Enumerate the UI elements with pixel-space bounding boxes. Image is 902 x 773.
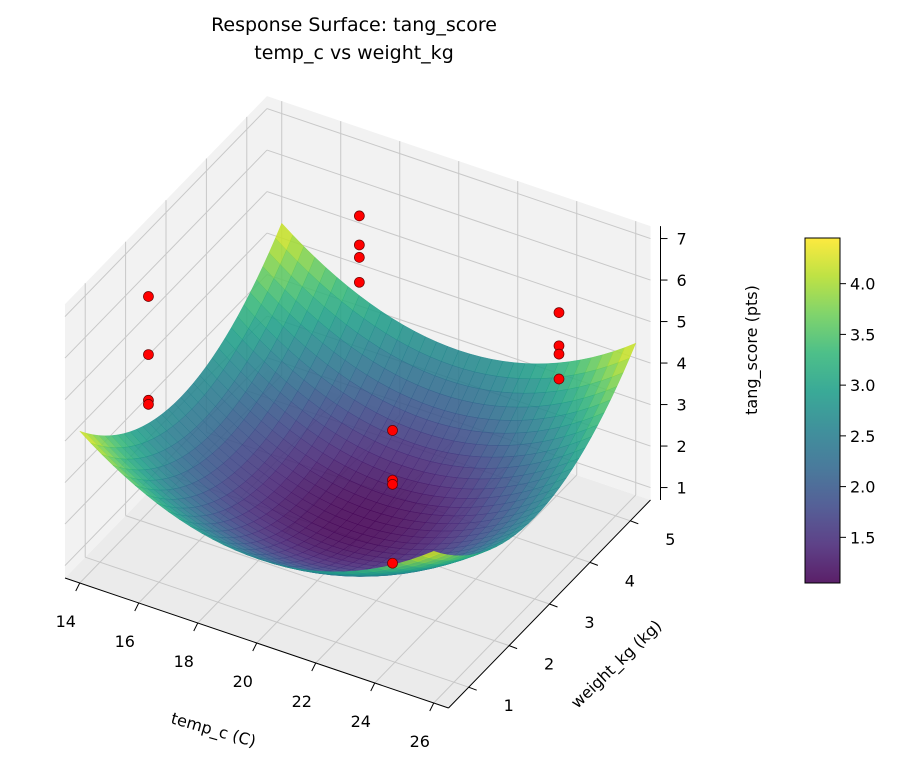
z-axis-label: tang_score (pts)	[742, 285, 762, 415]
colorbar-ticks: 1.5 2.0 2.5 3.0 3.5 4.0	[840, 275, 875, 548]
y-tick-label: 1	[504, 696, 514, 715]
y-tick-label: 4	[625, 571, 635, 590]
x-tick-label: 18	[174, 652, 194, 671]
colorbar-tick-label: 2.5	[850, 427, 875, 446]
data-point	[554, 308, 564, 318]
colorbar-tick-label: 3.0	[850, 376, 875, 395]
chart-subtitle: temp_c vs weight_kg	[254, 42, 454, 64]
data-point	[354, 277, 364, 287]
x-tick-label: 20	[233, 672, 253, 691]
x-tick-label: 16	[115, 632, 135, 651]
z-tick-label: 2	[677, 437, 687, 456]
z-tick-label: 6	[677, 271, 687, 290]
y-axis-label: weight_kg (kg)	[567, 616, 666, 713]
data-point	[143, 350, 153, 360]
x-tick	[430, 703, 434, 711]
data-point	[388, 479, 398, 489]
y-tick	[550, 604, 558, 607]
data-point	[554, 349, 564, 359]
colorbar	[805, 238, 840, 583]
data-point	[354, 240, 364, 250]
colorbar-tick-label: 4.0	[850, 275, 875, 294]
z-tick-label: 7	[677, 230, 687, 249]
data-point	[143, 291, 153, 301]
colorbar-tick-label: 3.5	[850, 325, 875, 344]
x-tick-label: 22	[292, 692, 312, 711]
x-tick	[135, 603, 139, 611]
y-tick	[509, 646, 517, 649]
x-tick	[76, 583, 80, 591]
x-tick	[253, 643, 257, 651]
z-tick-label: 1	[677, 479, 687, 498]
x-tick	[371, 683, 375, 691]
x-tick	[312, 663, 316, 671]
data-point	[554, 374, 564, 384]
data-point	[354, 211, 364, 221]
x-tick-label: 24	[351, 712, 371, 731]
z-tick-label: 4	[677, 354, 687, 373]
data-point	[354, 252, 364, 262]
colorbar-tick-label: 2.0	[850, 478, 875, 497]
data-point	[143, 399, 153, 409]
data-point	[388, 425, 398, 435]
y-tick-label: 3	[584, 613, 594, 632]
x-tick-label: 26	[410, 732, 430, 751]
x-tick-label: 14	[56, 612, 76, 631]
z-tick-label: 5	[677, 313, 687, 332]
z-tick-label: 3	[677, 396, 687, 415]
y-tick-label: 2	[544, 655, 554, 674]
y-tick	[469, 687, 477, 690]
chart-title: Response Surface: tang_score	[211, 14, 497, 36]
y-tick	[630, 521, 638, 524]
y-tick	[590, 562, 598, 565]
data-point	[388, 558, 398, 568]
y-tick-label: 5	[665, 530, 675, 549]
x-tick	[194, 623, 198, 631]
colorbar-tick-label: 1.5	[850, 528, 875, 547]
x-axis-label: temp_c (C)	[169, 709, 259, 752]
